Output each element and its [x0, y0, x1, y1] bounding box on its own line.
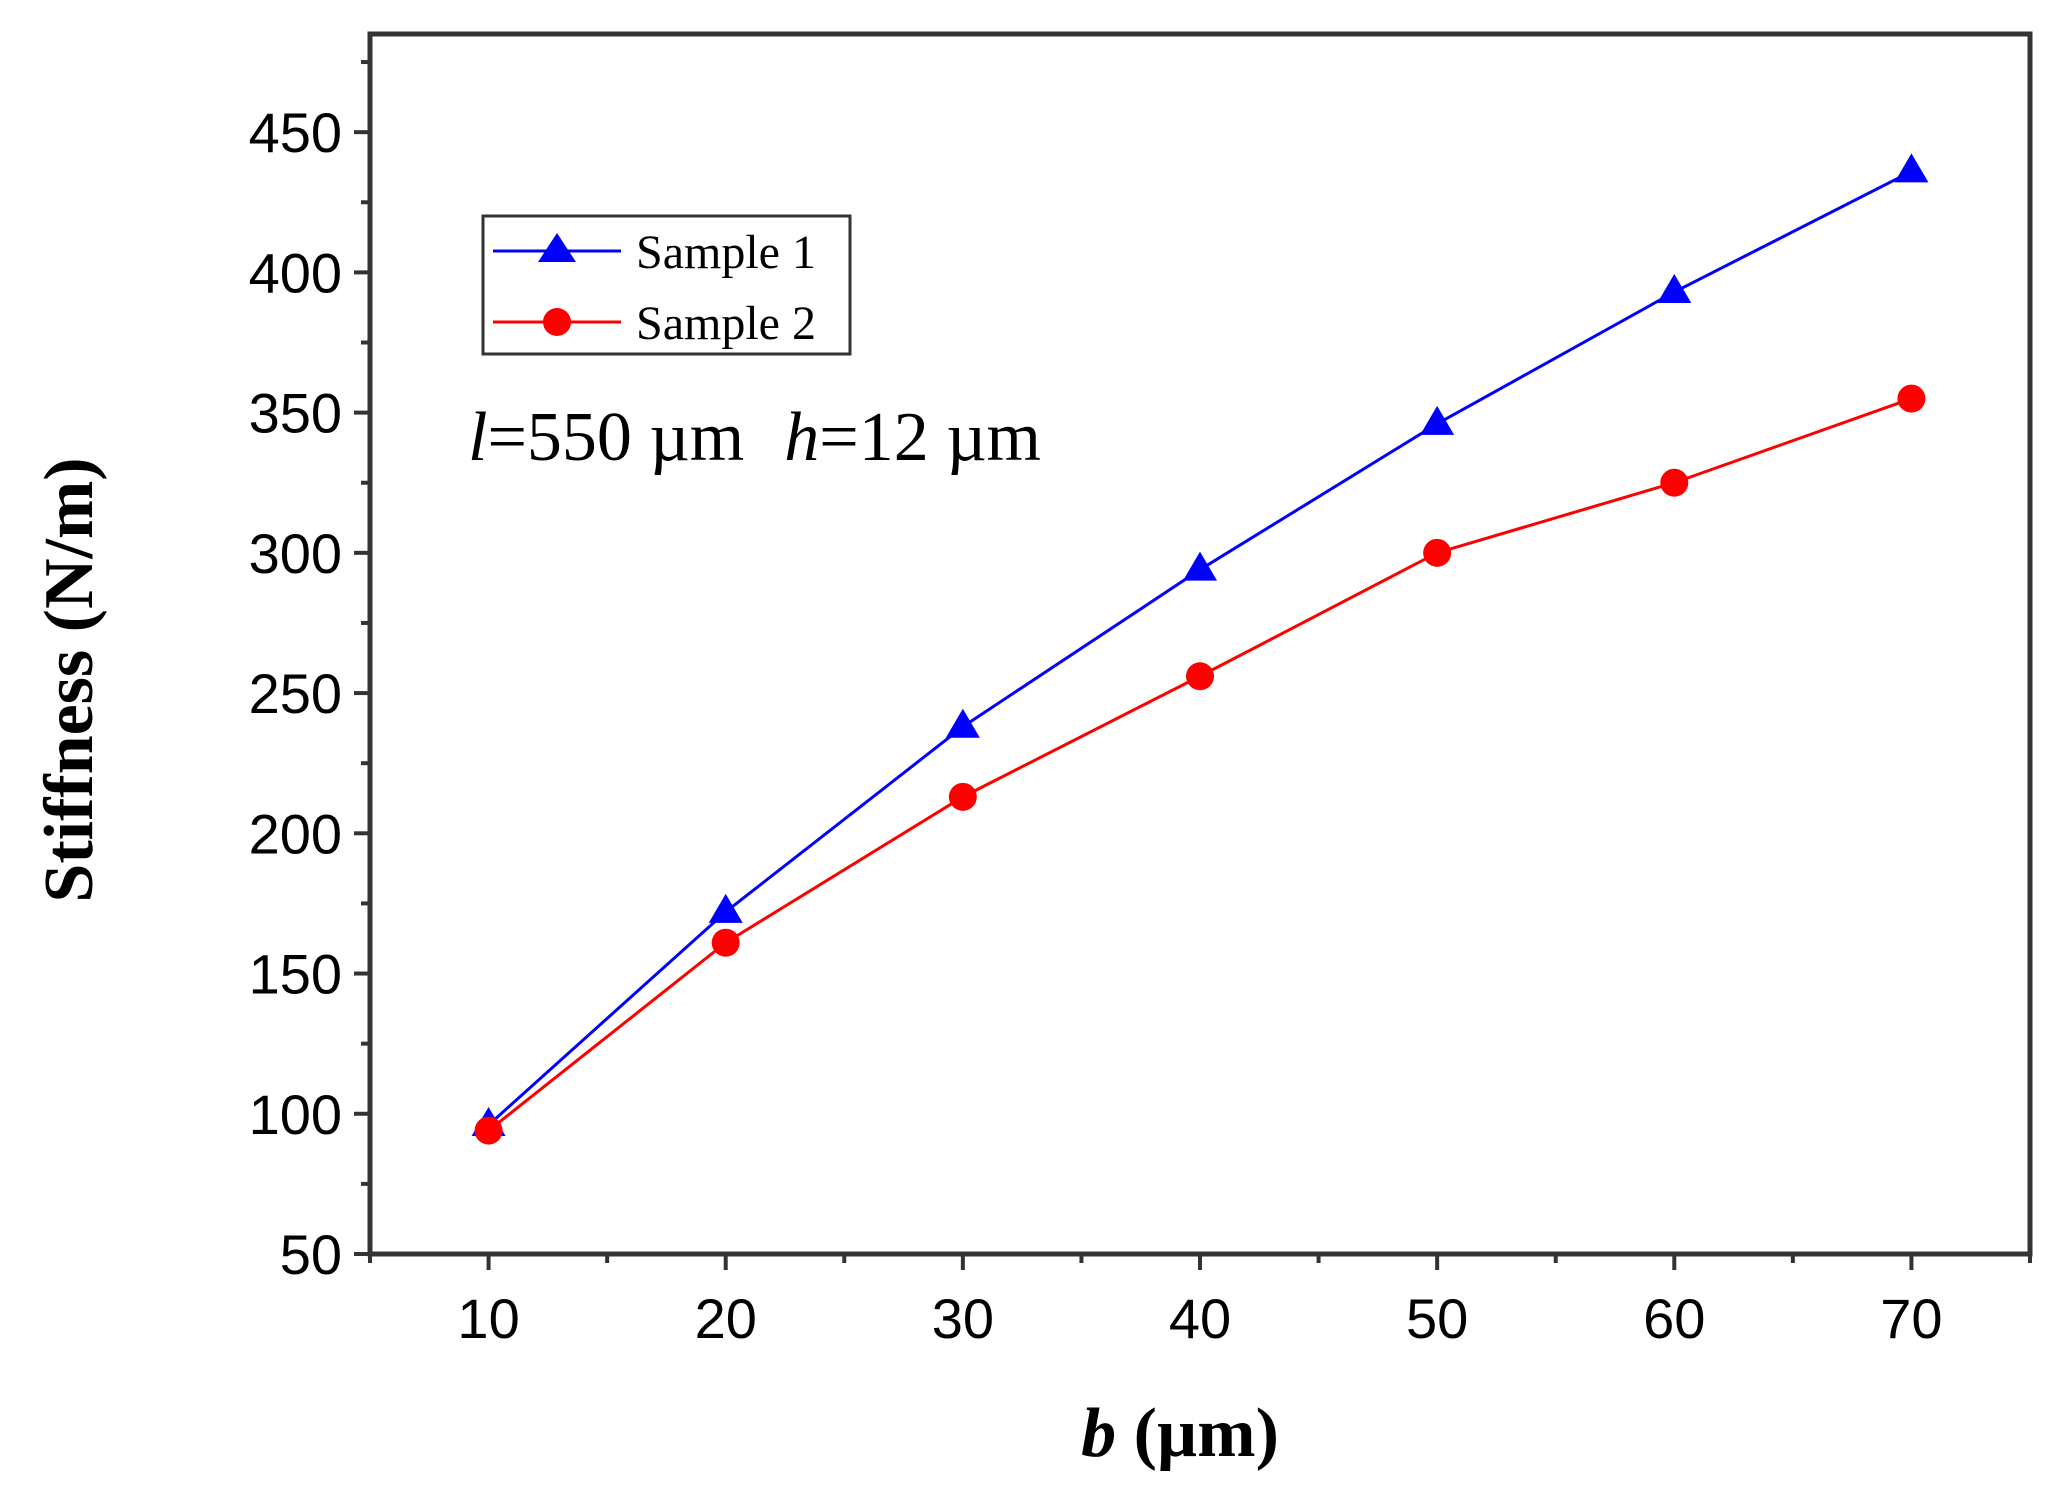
annotation-h-symbol: h [784, 399, 819, 476]
x-tick-label: 20 [695, 1287, 757, 1350]
x-axis-title-symbol: b [1081, 1395, 1116, 1472]
y-tick-label: 400 [249, 241, 342, 304]
data-point-circle [711, 928, 740, 957]
data-point-circle [474, 1116, 503, 1145]
x-axis-ticks [368, 1254, 2032, 1270]
legend-marker-circle-icon [543, 308, 571, 336]
y-tick-label: 300 [249, 522, 342, 585]
dimension-annotation: l=550 µm h=12 µm [468, 399, 1041, 476]
annotation-l-value: =550 µm [487, 399, 744, 476]
x-axis-title-unit: (µm) [1116, 1395, 1279, 1472]
series-layer [471, 153, 1929, 1145]
y-tick-label: 200 [249, 802, 342, 865]
y-axis-title: Stiffness (N/m) [31, 457, 108, 902]
x-tick-label: 30 [932, 1287, 994, 1350]
data-point-triangle [1183, 551, 1217, 581]
y-axis-tick-labels: 50 100 150 200 250 300 350 400 450 [249, 101, 342, 1286]
y-tick-label: 150 [249, 943, 342, 1006]
annotation-h-value: =12 µm [819, 399, 1041, 476]
plot-frame [367, 31, 2033, 1257]
data-point-circle [1186, 662, 1214, 691]
data-point-triangle [945, 708, 980, 738]
y-tick-label: 50 [280, 1223, 342, 1286]
legend-marker-triangle-icon [538, 233, 576, 262]
data-point-circle [948, 782, 977, 811]
series-sample-2 [474, 384, 1926, 1145]
x-axis-title: b (µm) [1081, 1395, 1279, 1472]
x-tick-label: 70 [1880, 1287, 1942, 1350]
data-point-circle [1660, 468, 1689, 497]
legend-box [481, 214, 852, 356]
data-point-circle [1897, 384, 1926, 413]
data-point-circle [1423, 538, 1452, 567]
data-point-triangle [1657, 274, 1692, 304]
annotation-l-symbol: l [468, 399, 487, 476]
x-axis-tick-labels: 10 20 30 40 50 60 70 [457, 1287, 1942, 1350]
data-point-triangle [708, 893, 743, 923]
y-tick-label: 250 [249, 662, 342, 725]
x-tick-label: 40 [1169, 1287, 1231, 1350]
y-tick-label: 350 [249, 382, 342, 445]
y-tick-label: 450 [249, 101, 342, 164]
series-sample-1 [471, 153, 1929, 1136]
legend: Sample 1 Sample 2 [481, 214, 852, 356]
x-tick-label: 50 [1406, 1287, 1468, 1350]
legend-label-sample-2: Sample 2 [636, 297, 816, 350]
data-point-triangle [1894, 153, 1929, 183]
x-tick-label: 10 [457, 1287, 519, 1350]
x-tick-label: 60 [1643, 1287, 1705, 1350]
data-point-triangle [1420, 405, 1455, 435]
y-tick-label: 100 [249, 1083, 342, 1146]
legend-label-sample-1: Sample 1 [636, 226, 816, 279]
